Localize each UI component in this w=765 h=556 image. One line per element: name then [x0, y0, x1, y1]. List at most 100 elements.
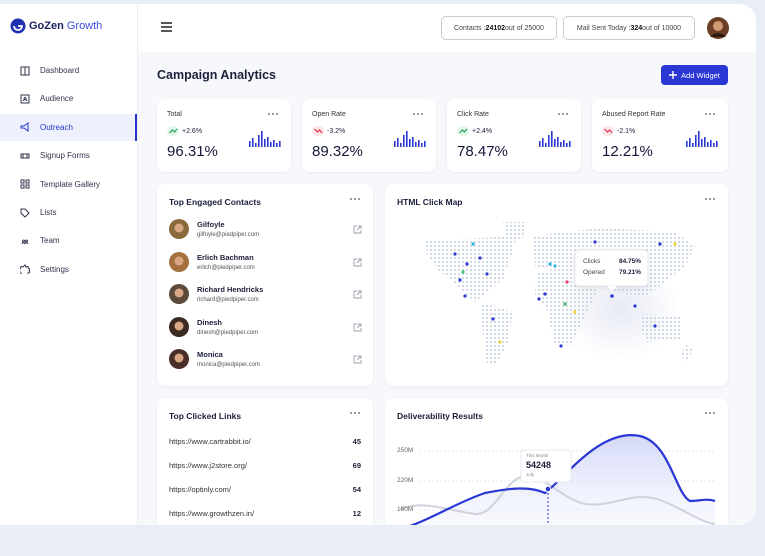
nav-item[interactable]: Signup Forms [0, 142, 137, 169]
dot [566, 113, 568, 115]
dot [713, 412, 715, 414]
avatar-face [174, 353, 184, 363]
stat-card: Click Rate +2.4% 78.47% [447, 99, 581, 172]
card-title: Top Clicked Links [169, 411, 242, 421]
mail-quota: Mail Sent Today : 324 out of 10000 [563, 16, 695, 40]
nav-label: Team [40, 236, 60, 246]
spark-bar [542, 138, 544, 147]
link-url[interactable]: https://www.growthzen.in/ [169, 509, 255, 518]
dot [713, 113, 715, 115]
dot [268, 113, 270, 115]
sidebar: GoZen Growth Dashboard Audience Outreach Si… [0, 4, 138, 525]
nav-label: Signup Forms [40, 151, 90, 161]
nav-label: Outreach [40, 122, 73, 132]
trend-badge: -2.1% [602, 126, 635, 136]
dot [354, 412, 356, 414]
more-menu[interactable] [267, 112, 279, 116]
user-avatar[interactable] [706, 16, 730, 40]
stat-card: Open Rate -3.2% 89.32% [302, 99, 436, 172]
click-dots [453, 240, 677, 348]
contact-email: richard@piedpiper.com [197, 297, 259, 303]
nav-item[interactable]: Team [0, 227, 137, 254]
nav-item[interactable]: Audience [0, 85, 137, 112]
open-contact[interactable] [353, 323, 362, 332]
link-clicks: 12 [352, 509, 361, 518]
nav-item[interactable]: Lists [0, 199, 137, 226]
contact-email: dinesh@piedpiper.com [197, 329, 259, 336]
spark-bar [551, 131, 553, 147]
open-contact[interactable] [353, 355, 362, 364]
trend-icon [167, 126, 179, 136]
dot [421, 113, 423, 115]
nav-item[interactable]: Outreach [0, 113, 137, 141]
label: Contacts : [454, 24, 486, 32]
trend-change: +2.6% [182, 127, 203, 135]
glyph [20, 179, 30, 189]
spark-bar [707, 142, 709, 147]
spark-bar [267, 137, 269, 147]
stat-card: Abused Report Rate -2.1% 12.21% [592, 99, 728, 172]
stat-value: 78.47% [457, 143, 508, 160]
contact-name: Gilfoyle [197, 220, 225, 229]
spark-bar [249, 141, 251, 147]
logo[interactable]: GoZen Growth [10, 18, 102, 34]
more-menu[interactable] [704, 197, 716, 201]
link-clicks: 54 [352, 485, 361, 494]
spark-bar [394, 141, 396, 147]
spark-bar [418, 140, 420, 147]
spark-bar [545, 143, 547, 147]
more-menu[interactable] [412, 112, 424, 116]
stat-label: Open Rate [312, 111, 346, 118]
glyph [20, 208, 30, 218]
deliverability-card: Deliverability Results 250M 220M 180M This … [385, 398, 728, 525]
menu-toggle[interactable] [161, 22, 173, 32]
dot [413, 113, 415, 115]
glyph [20, 122, 29, 133]
spark-bar [276, 143, 278, 147]
link-url[interactable]: https://www.j2store.org/ [169, 461, 247, 470]
spark-bar [279, 141, 281, 147]
open-contact[interactable] [353, 290, 362, 299]
nav-label: Lists [40, 208, 57, 217]
more-menu[interactable] [704, 411, 716, 415]
avatar-face [174, 321, 184, 330]
nav-item[interactable]: Dashboard [0, 57, 137, 84]
spark-bar [701, 139, 703, 147]
glyph [353, 355, 362, 364]
spark-bar [569, 141, 571, 147]
more-menu[interactable] [704, 112, 716, 116]
contacts-card: Top Engaged Contacts Gilfoyle gilfoyle@pi… [157, 184, 373, 386]
nav-item[interactable]: Settings [0, 256, 137, 283]
open-contact[interactable] [353, 225, 362, 234]
spark-bar [566, 143, 568, 147]
link-url[interactable]: https://www.cartrabbit.io/ [169, 437, 251, 446]
more-menu[interactable] [557, 112, 569, 116]
dot [417, 113, 419, 115]
add-widget-button[interactable]: Add Widget [661, 65, 728, 85]
contact-email: monica@piedpiper.com [197, 362, 260, 368]
dot [709, 198, 711, 200]
more-menu[interactable] [349, 197, 361, 201]
contact-email: gilfoyle@piedpiper.com [197, 232, 260, 238]
link-url[interactable]: https://optinly.com/ [169, 485, 231, 494]
open-contact[interactable] [353, 258, 362, 267]
trend-change: -3.2% [327, 127, 346, 135]
nav-label: Template Gallery [40, 179, 101, 189]
plus-icon [669, 71, 678, 79]
nav-item[interactable]: Template Gallery [0, 171, 137, 198]
spark-bar [695, 135, 697, 147]
glyph [353, 323, 362, 331]
nav-icon [20, 179, 30, 189]
brand-name: GoZen [29, 20, 64, 32]
contact-name: Erlich Bachman [197, 252, 254, 262]
tooltip-label: This Month [526, 453, 549, 458]
spark-bar [252, 138, 254, 147]
more-menu[interactable] [349, 411, 361, 415]
tooltip-value: 54248 [526, 460, 552, 470]
trend-change: -2.1% [617, 127, 636, 135]
dot [562, 113, 564, 115]
y-tick-label: 250M [397, 447, 414, 454]
nav-icon [20, 122, 29, 133]
glyph [353, 290, 362, 299]
